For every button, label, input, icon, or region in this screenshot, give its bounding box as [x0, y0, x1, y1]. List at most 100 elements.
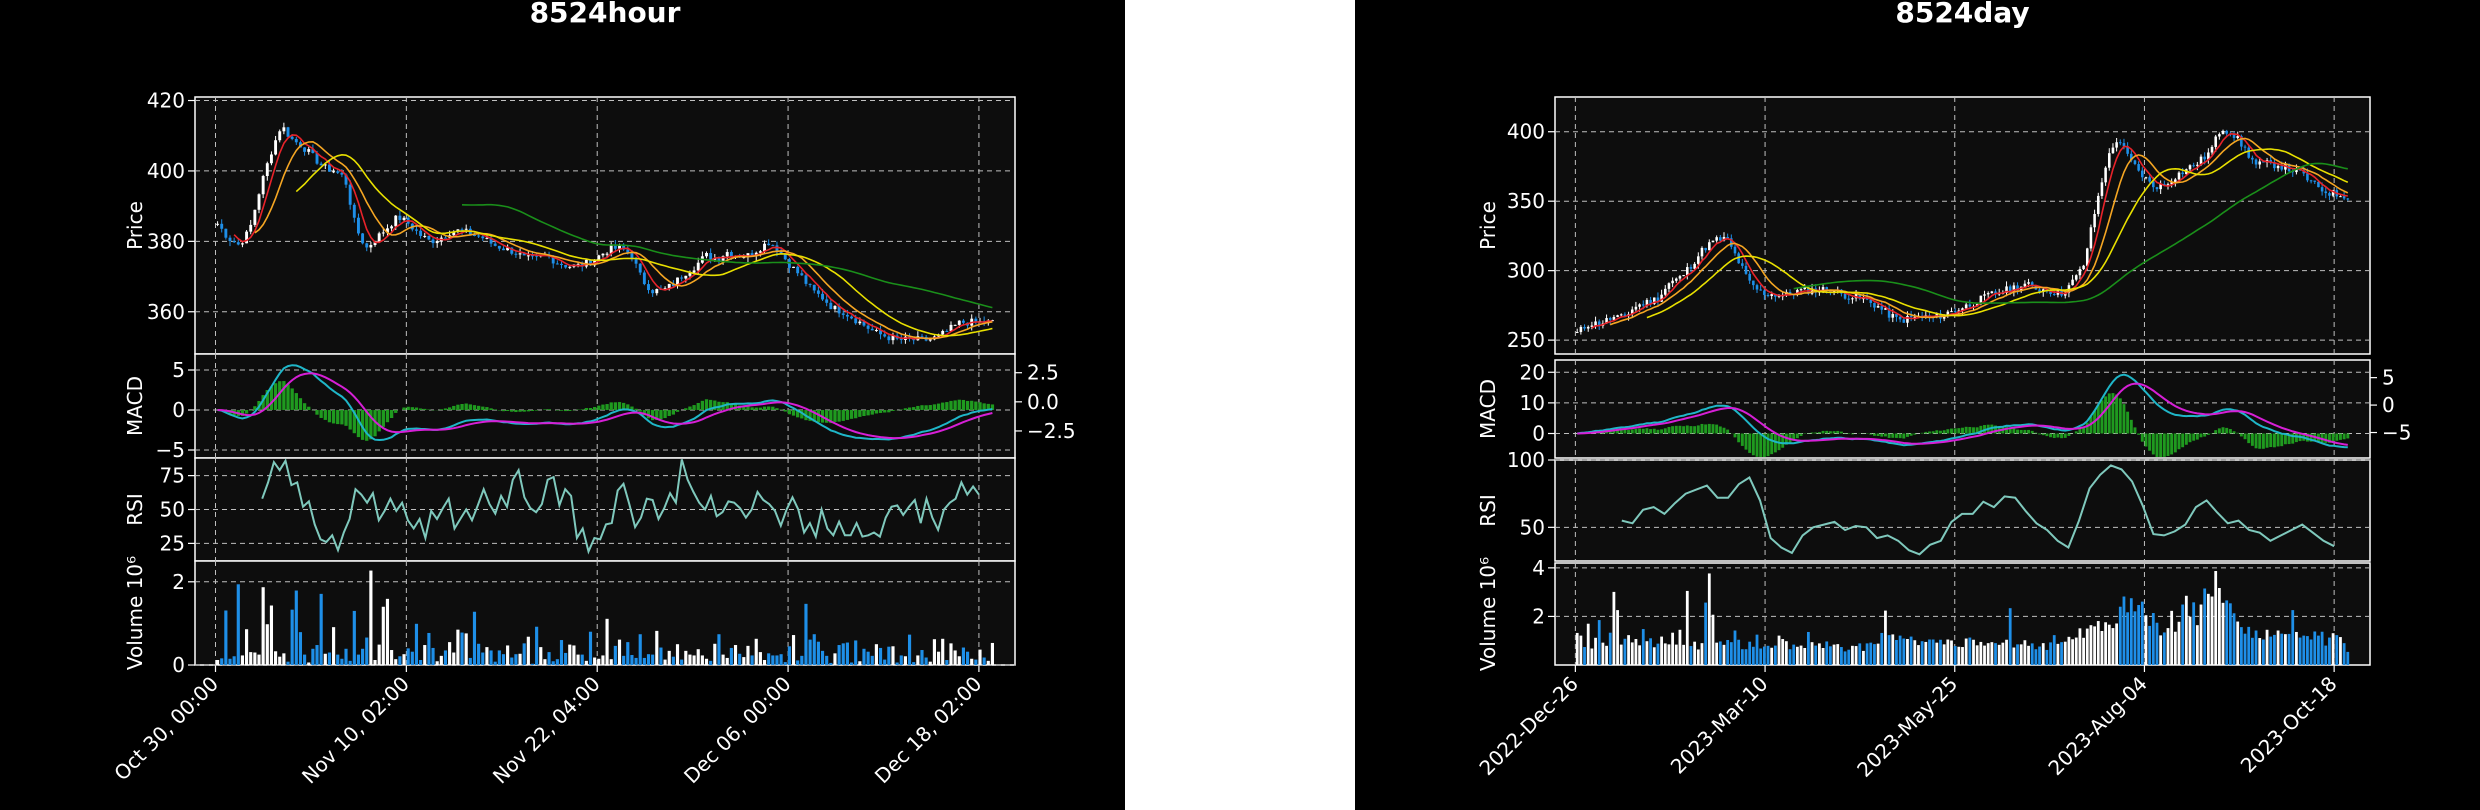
- macd-histogram-bar: [336, 410, 340, 425]
- volume-bar: [609, 659, 613, 665]
- volume-bar: [1722, 644, 1726, 665]
- candle-body: [626, 249, 630, 254]
- candle-body: [634, 259, 638, 264]
- macd-histogram-bar: [381, 410, 385, 427]
- macd-histogram-bar: [1667, 426, 1671, 434]
- candle-body: [1660, 294, 1663, 302]
- macd-histogram-bar: [1836, 430, 1840, 434]
- candle-body: [340, 172, 344, 175]
- macd-histogram-bar: [762, 406, 767, 410]
- chart-svg-hour: 8524hour Oct 30, 00:00 Nov 10, 02:00 Nov 22…: [109, 0, 1075, 789]
- candle-body: [2038, 289, 2041, 292]
- macd-histogram-bar: [771, 406, 775, 410]
- volume-bar: [2273, 634, 2276, 665]
- volume-bar: [2298, 637, 2302, 665]
- macd-histogram-bar: [2254, 433, 2258, 449]
- volume-bar: [858, 661, 862, 665]
- macd-histogram-bar: [1693, 426, 1697, 434]
- volume-bar: [1605, 645, 1608, 665]
- macd-histogram-bar: [249, 410, 253, 411]
- candle-body: [1906, 315, 1909, 323]
- volume-panel: [194, 560, 1016, 666]
- macd-histogram-bar: [1891, 433, 1895, 438]
- volume-bar: [812, 634, 816, 665]
- macd-histogram-bar: [1737, 433, 1741, 443]
- macd-histogram-bar: [1810, 432, 1814, 434]
- candle-body: [2005, 286, 2008, 293]
- volume-bar: [605, 618, 609, 665]
- volume-bar: [729, 647, 733, 665]
- candle-body: [1876, 306, 1880, 308]
- x-tick-label: Nov 10, 02:00: [297, 672, 414, 789]
- volume-bar: [2012, 647, 2016, 665]
- volume-bar: [543, 659, 547, 665]
- volume-bar: [1594, 637, 1597, 665]
- macd-histogram-bar: [1663, 428, 1667, 434]
- y-tick-label: 4: [1532, 556, 1545, 580]
- candle-body: [1774, 294, 1777, 297]
- macd-histogram-bar: [1641, 428, 1645, 434]
- macd-histogram-bar: [1883, 433, 1887, 437]
- candle-body: [502, 248, 505, 251]
- candle-body: [1763, 290, 1766, 295]
- volume-bar: [675, 644, 680, 665]
- volume-bar: [1645, 641, 1649, 665]
- candle-body: [551, 256, 555, 264]
- candle-body: [647, 284, 650, 291]
- volume-bar: [1858, 643, 1862, 665]
- volume-bar: [928, 661, 932, 665]
- candle-body: [1682, 275, 1685, 277]
- candle-body: [232, 241, 236, 243]
- volume-bar: [2188, 616, 2192, 665]
- macd-histogram-bar: [240, 410, 245, 416]
- macd-histogram-bar: [1872, 433, 1876, 436]
- volume-bar: [431, 647, 435, 665]
- volume-bar: [912, 662, 916, 665]
- volume-bar: [514, 654, 518, 665]
- candle-body: [319, 163, 323, 166]
- candle-body: [800, 273, 804, 276]
- candle-body: [1799, 289, 1803, 291]
- candle-body: [1873, 302, 1876, 308]
- rsi-line: [1621, 464, 2335, 556]
- candle-body: [1862, 298, 1865, 300]
- volume-bar: [725, 657, 729, 665]
- volume-bar: [990, 642, 995, 665]
- candle-body: [1652, 297, 1656, 304]
- candle-body: [415, 229, 418, 231]
- macd-histogram-bar: [1946, 429, 1950, 434]
- macd-histogram-bar: [601, 404, 605, 410]
- macd-histogram-bar: [1696, 425, 1700, 434]
- macd-histogram-bar: [704, 399, 709, 410]
- volume-bar: [1759, 648, 1763, 665]
- macd-histogram-bar: [932, 404, 937, 410]
- candle-body: [2251, 157, 2254, 160]
- macd-line: [1577, 373, 2348, 449]
- y-tick-label: 250: [1507, 328, 1545, 352]
- volume-bar: [584, 660, 588, 665]
- volume-bar: [1931, 639, 1935, 665]
- macd-histogram-bar: [522, 410, 526, 412]
- volume-bar: [680, 659, 684, 665]
- macd-histogram-bar: [2049, 433, 2053, 438]
- candle-body: [1953, 311, 1957, 313]
- macd-histogram-bar: [928, 405, 932, 410]
- candle-body: [891, 335, 895, 341]
- macd-histogram-bar: [688, 406, 692, 410]
- volume-bar: [1942, 644, 1946, 665]
- volume-bar: [634, 657, 638, 665]
- volume-bar: [1997, 644, 2001, 665]
- volume-bar: [394, 659, 398, 665]
- candle-body: [945, 330, 949, 332]
- volume-bar: [2258, 638, 2262, 665]
- volume-bar: [390, 650, 394, 665]
- volume-bar: [688, 654, 692, 665]
- volume-bar: [787, 646, 791, 665]
- volume-bar: [903, 656, 907, 665]
- macd-histogram-bar: [2195, 433, 2199, 440]
- macd-histogram-bar: [464, 403, 468, 410]
- volume-bar: [941, 638, 945, 665]
- candle-body: [676, 277, 679, 287]
- macd-histogram-bar: [580, 409, 584, 410]
- candle-body: [1788, 291, 1792, 295]
